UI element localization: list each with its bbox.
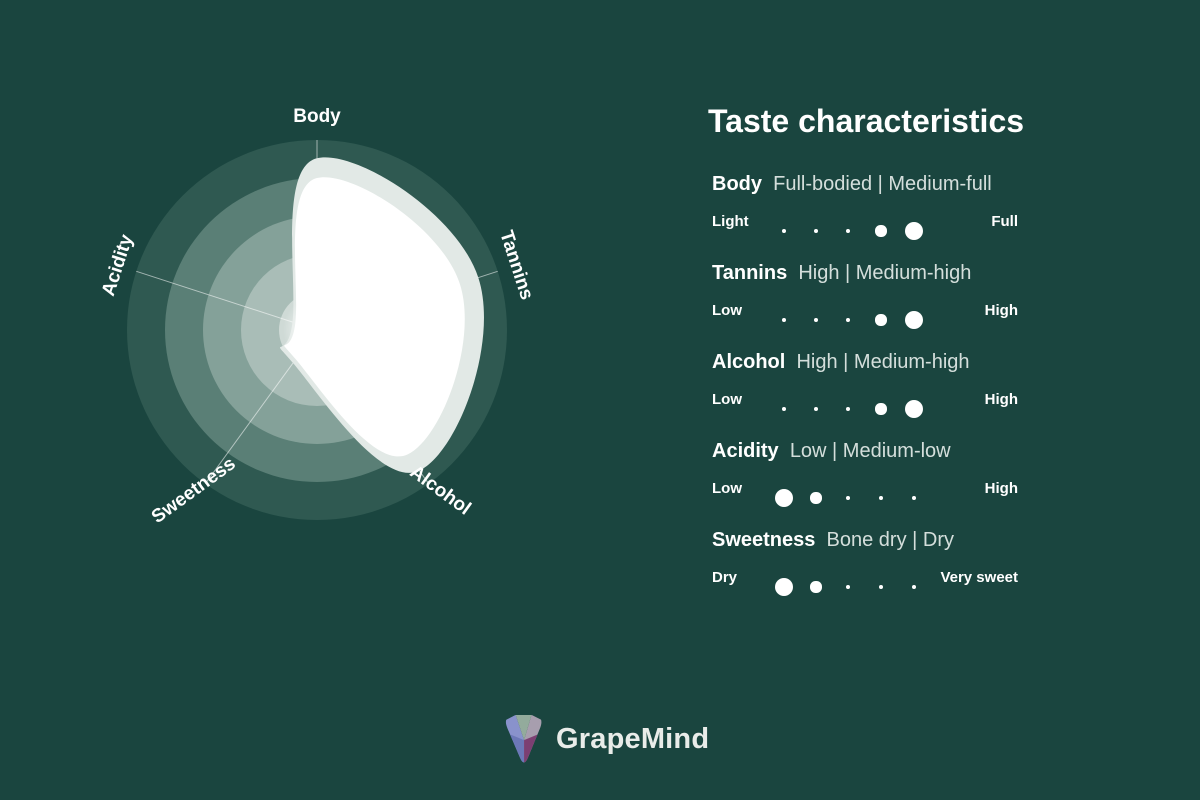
svg-text:Body: Body <box>293 106 341 127</box>
